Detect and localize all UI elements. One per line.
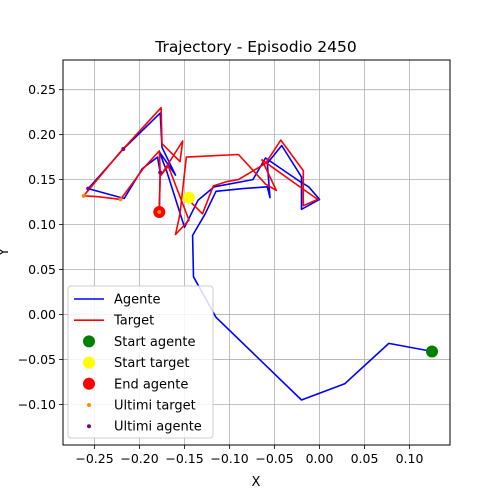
legend-label-start-agente: Start agente (114, 335, 195, 350)
legend-box (67, 285, 214, 439)
y-tick-label: 0.00 (28, 307, 56, 322)
marker-ultimi-agente (121, 147, 126, 152)
x-tick-label: −0.05 (255, 451, 293, 466)
legend-label-ultimi-agente: Ultimi agente (114, 420, 202, 435)
x-tick-label: 0.05 (351, 451, 379, 466)
y-axis-label: Y (0, 248, 12, 257)
y-tick-label: 0.15 (28, 172, 56, 187)
y-tick-label: 0.20 (28, 127, 56, 142)
y-tick-label: −0.10 (18, 397, 56, 412)
legend-label-agente: Agente (114, 293, 160, 308)
legend-label-end-agente: End agente (114, 377, 188, 392)
x-tick-label: −0.20 (120, 451, 158, 466)
x-tick-label: 0.10 (396, 451, 424, 466)
legend-swatch-start-agente (83, 335, 95, 348)
y-tick-label: 0.05 (28, 262, 56, 277)
legend-label-start-target: Start target (114, 356, 189, 371)
legend: Agente Target Start agente Start target End … (67, 285, 214, 439)
marker-ultimi-agente (158, 170, 163, 175)
legend-label-ultimi-target: Ultimi target (114, 399, 196, 414)
marker-ultimi-target (118, 197, 123, 202)
y-tick-label: 0.25 (28, 82, 56, 97)
legend-label-target: Target (113, 314, 154, 329)
x-tick-label: −0.10 (210, 451, 248, 466)
chart-title: Trajectory - Episodio 2450 (154, 38, 356, 56)
legend-swatch-ultimi-agente (87, 424, 91, 429)
series-layer (81, 106, 438, 401)
legend-swatch-end-agente (83, 377, 95, 390)
x-tick-label: −0.25 (75, 451, 113, 466)
series-line-target (82, 106, 319, 236)
y-tick-label: −0.05 (18, 352, 56, 367)
marker-ultimi-target (81, 193, 86, 198)
x-axis-label: X (252, 475, 261, 490)
y-tick-label: 0.10 (28, 217, 56, 232)
marker-start-agente (426, 345, 438, 358)
plot-area-frame (62, 59, 451, 446)
marker-start-target (183, 191, 195, 204)
legend-swatch-ultimi-target (87, 403, 91, 407)
axis-ticks: −0.25 −0.20 −0.15 −0.10 −0.05 0.00 0.05 0.10 −0.… (18, 82, 424, 466)
legend-swatch-start-target (83, 356, 95, 369)
x-tick-label: −0.15 (165, 451, 203, 466)
marker-ultimi-agente (86, 186, 91, 191)
x-tick-label: 0.00 (306, 451, 334, 466)
marker-ultimi-target (157, 210, 162, 215)
